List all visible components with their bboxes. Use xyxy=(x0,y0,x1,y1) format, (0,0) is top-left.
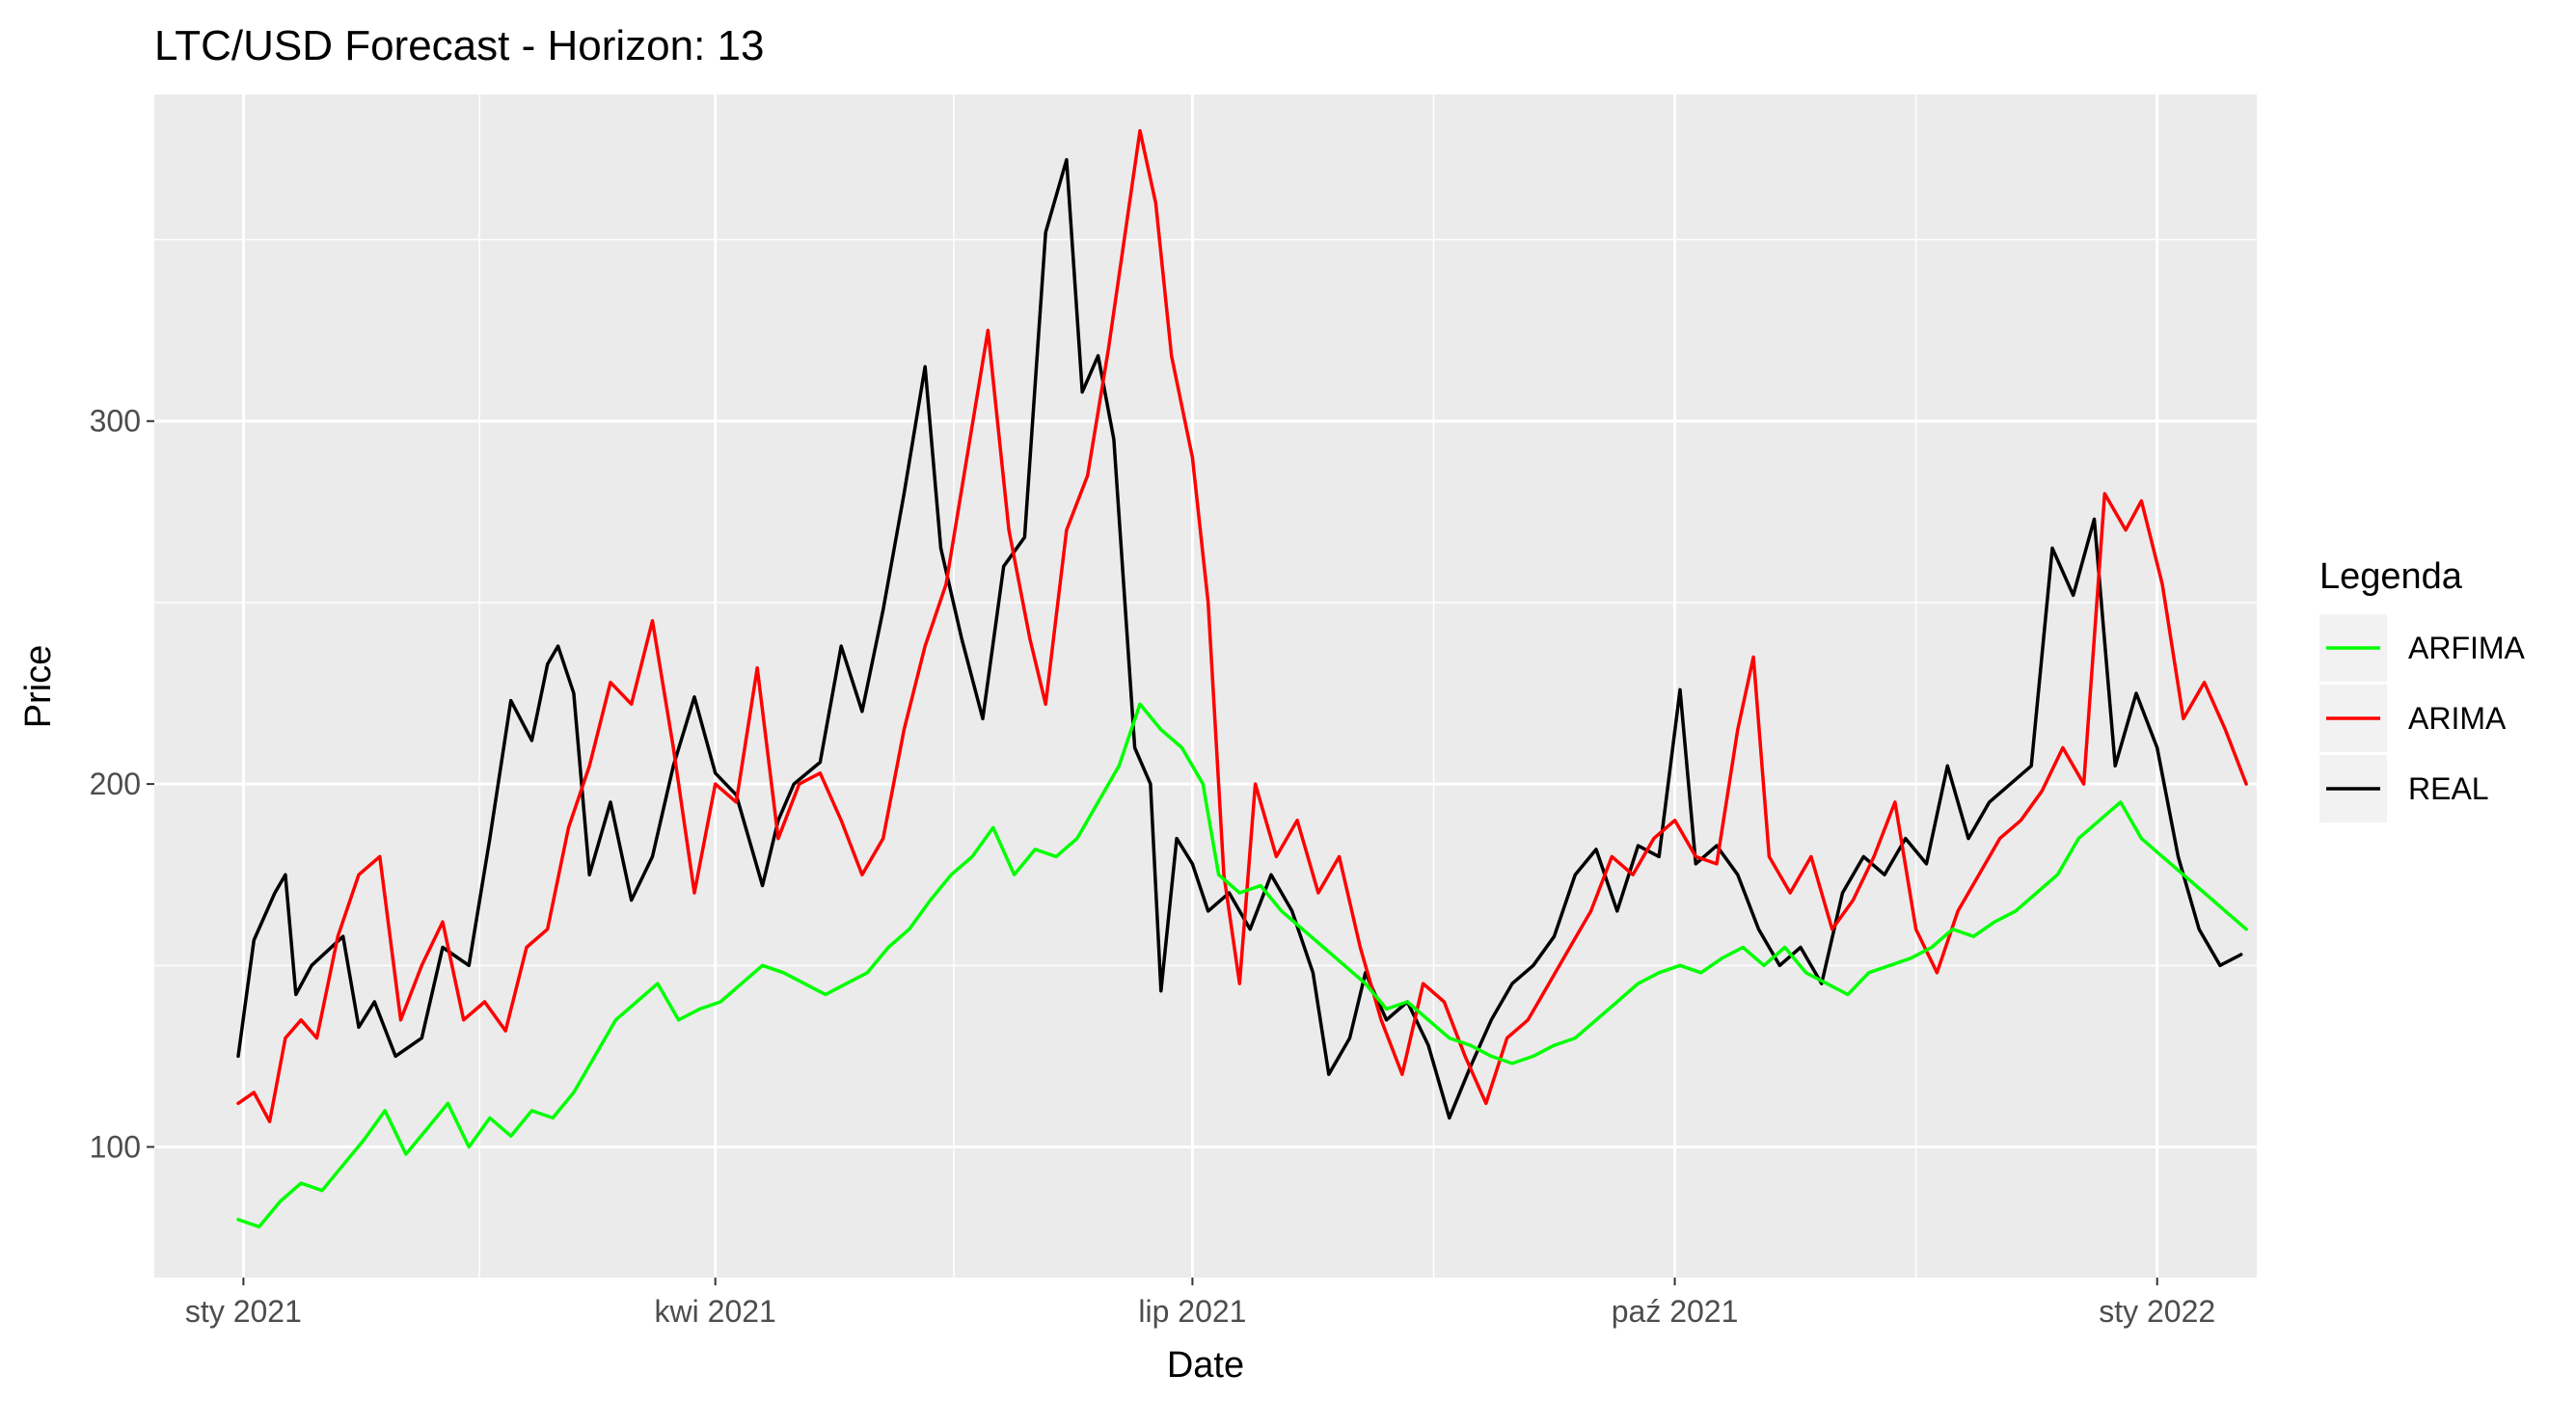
y-tick-label: 100 xyxy=(90,1130,141,1165)
y-axis-title: Price xyxy=(18,645,59,729)
x-tick-label: sty 2022 xyxy=(2099,1294,2215,1329)
legend: Legenda ARFIMA ARIMA REAL xyxy=(2319,556,2526,822)
x-tick-label: sty 2021 xyxy=(185,1294,302,1329)
series-lines xyxy=(236,128,2248,1229)
series-line-arima xyxy=(236,128,2248,1123)
series-line-real xyxy=(236,157,2243,1120)
legend-title: Legenda xyxy=(2319,556,2463,597)
x-axis-title: Date xyxy=(1167,1345,1244,1386)
minor-gridlines xyxy=(154,94,2257,1278)
x-tick-label: kwi 2021 xyxy=(655,1294,776,1329)
plot-panel xyxy=(154,94,2257,1278)
chart-title: LTC/USD Forecast - Horizon: 13 xyxy=(154,22,764,69)
legend-label-arima: ARIMA xyxy=(2408,701,2507,736)
x-tick-label: paź 2021 xyxy=(1612,1294,1739,1329)
y-tick-label: 300 xyxy=(90,404,141,439)
y-axis: 100 200 300 xyxy=(90,404,154,1165)
series-line-arfima xyxy=(236,702,2248,1229)
x-axis: sty 2021 kwi 2021 lip 2021 paź 2021 sty 2022 xyxy=(185,1278,2215,1329)
x-tick-label: lip 2021 xyxy=(1138,1294,1246,1329)
major-gridlines xyxy=(154,94,2257,1278)
legend-label-arfima: ARFIMA xyxy=(2408,631,2526,665)
legend-label-real: REAL xyxy=(2408,771,2489,806)
y-tick-label: 200 xyxy=(90,767,141,801)
